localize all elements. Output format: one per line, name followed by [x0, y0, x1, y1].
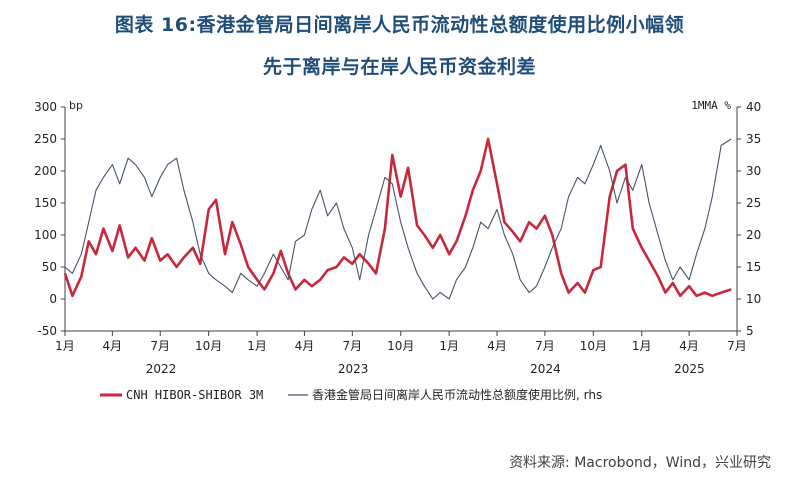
x-axis-month-label: 7月 — [535, 339, 555, 353]
x-axis-year-label: 2023 — [338, 362, 369, 376]
x-axis-month-label: 4月 — [295, 339, 315, 353]
hkma-usage-ratio-series-line — [64, 138, 732, 300]
x-axis-month-label: 4月 — [487, 339, 507, 353]
x-axis-month-label: 10月 — [195, 339, 222, 353]
left-axis-tick-label: 0 — [49, 292, 57, 306]
right-axis-tick-label: 35 — [746, 132, 761, 146]
x-axis-month-label: 10月 — [387, 339, 414, 353]
x-axis-month-label: 7月 — [150, 339, 170, 353]
x-axis-year-label: 2025 — [674, 362, 705, 376]
right-axis-tick-label: 15 — [746, 260, 761, 274]
right-axis-tick-label: 10 — [746, 292, 761, 306]
right-axis-tick-label: 20 — [746, 228, 761, 242]
left-axis-tick-label: 150 — [34, 196, 57, 210]
x-axis-month-label: 4月 — [103, 339, 123, 353]
left-axis-unit-label: bp — [69, 99, 83, 112]
x-axis-month-label: 1月 — [247, 339, 267, 353]
right-axis-tick-label: 5 — [746, 324, 754, 338]
chart-title-line2: 先于离岸与在岸人民币资金利差 — [262, 56, 536, 78]
x-axis-year-label: 2022 — [146, 362, 177, 376]
x-axis-month-label: 1月 — [632, 339, 652, 353]
x-axis-month-label: 7月 — [343, 339, 363, 353]
right-axis-tick-label: 40 — [746, 100, 761, 114]
left-axis-tick-label: 100 — [34, 228, 57, 242]
x-axis-month-label: 7月 — [727, 339, 747, 353]
left-axis-tick-label: 50 — [42, 260, 57, 274]
left-axis-tick-label: -50 — [37, 324, 57, 338]
right-axis-unit-label: 1MMA % — [691, 99, 731, 112]
right-axis-tick-label: 30 — [746, 164, 761, 178]
left-axis-tick-label: 200 — [34, 164, 57, 178]
legend-label-cnh: CNH HIBOR-SHIBOR 3M — [126, 388, 263, 402]
left-axis-tick-label: 250 — [34, 132, 57, 146]
x-axis-month-label: 1月 — [55, 339, 75, 353]
left-axis-tick-label: 300 — [34, 100, 57, 114]
source-note: 资料来源: Macrobond，Wind，兴业研究 — [509, 455, 771, 471]
right-axis-tick-label: 25 — [746, 196, 761, 210]
x-axis-month-label: 10月 — [580, 339, 607, 353]
cnh-hibor-shibor-series-line — [63, 137, 732, 298]
legend-label-hkma: 香港金管局日间离岸人民币流动性总额度使用比例, rhs — [312, 387, 602, 402]
x-axis-month-label: 4月 — [679, 339, 699, 353]
x-axis-month-label: 1月 — [439, 339, 459, 353]
x-axis-year-label: 2024 — [530, 362, 561, 376]
chart-title-line1: 图表 16:香港金管局日间离岸人民币流动性总额度使用比例小幅领 — [114, 14, 685, 36]
